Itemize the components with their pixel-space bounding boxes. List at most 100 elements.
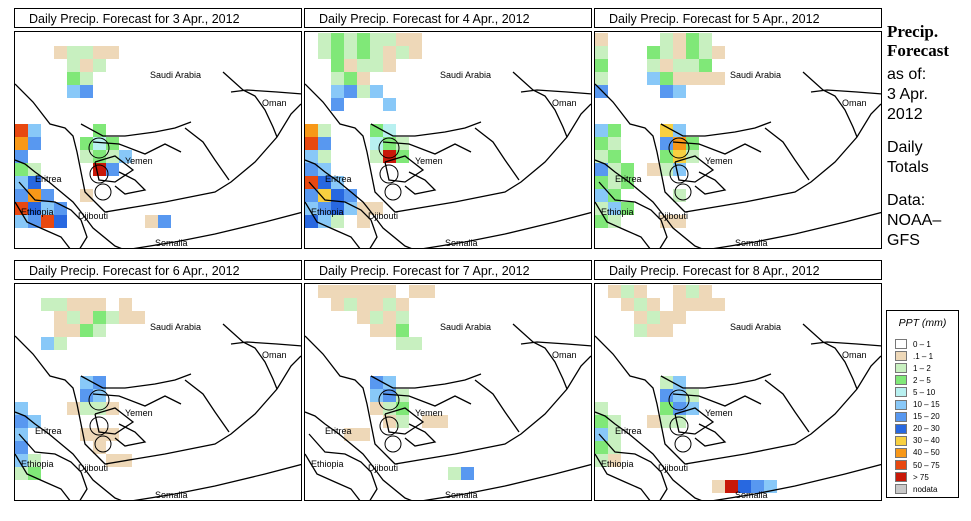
precip-cell [80,389,93,402]
legend-label: 10 – 15 [913,400,940,409]
precip-cell [699,72,712,85]
boundary-line [382,393,472,407]
boundary-line [370,373,482,389]
precip-cell [608,441,621,454]
precip-cell [28,176,41,189]
precip-cell [660,46,673,59]
precip-cell [318,137,331,150]
precip-cell [357,202,370,215]
map-label-somalia: Somalia [155,238,188,248]
boundary-line [595,411,702,500]
boundary-line [15,201,71,248]
precip-cell [80,402,93,415]
precip-cell [595,428,608,441]
boundary-line [222,71,278,138]
precip-cell [28,137,41,150]
precip-cell [699,46,712,59]
precip-cell [435,415,448,428]
precip-cell [673,389,686,402]
map-label-oman: Oman [552,350,577,360]
boundary-line [92,393,182,407]
map-label-eritrea: Eritrea [615,174,642,184]
forecast-panel-1: Daily Precip. Forecast for 3 Apr., 2012 S… [14,8,302,249]
district-outline [384,183,402,201]
precip-cell [357,428,370,441]
legend-label: 20 – 30 [913,424,940,434]
precip-cell [595,59,608,72]
legend-label: nodata [913,484,938,494]
boundary-line [672,393,762,407]
precip-cell [370,324,383,337]
precip-cell [67,298,80,311]
precip-cell [595,85,608,98]
boundary-line [370,121,482,137]
precip-cell [15,163,28,176]
boundary-line [810,341,881,347]
boundary-line [802,71,858,138]
precip-cell [647,46,660,59]
precip-cell [28,189,41,202]
precip-cell [634,324,647,337]
legend-label: > 75 [913,472,929,482]
precip-cell [93,46,106,59]
precip-cell [93,376,106,389]
panel-title: Daily Precip. Forecast for 8 Apr., 2012 [594,260,882,280]
map-label-ethiopia: Ethiopia [601,459,634,469]
boundary-line [305,83,591,213]
precip-cell [621,163,634,176]
precip-cell [660,389,673,402]
legend-item: nodata [895,484,938,495]
precip-cell [132,311,145,324]
precip-cell [28,215,41,228]
precip-cell [396,415,409,428]
precip-cell [647,163,660,176]
precip-cell [647,324,660,337]
precip-cell [621,298,634,311]
legend-swatch [895,351,907,362]
legend-label: 50 – 75 [913,460,940,470]
legend-swatch [895,411,907,422]
precip-cell [608,124,621,137]
boundary-line [672,141,762,155]
boundary-line [15,83,301,213]
precip-cell [54,215,67,228]
panel-title: Daily Precip. Forecast for 7 Apr., 2012 [304,260,592,280]
precip-cell [67,311,80,324]
boundary-line [810,89,881,95]
precip-cell [686,33,699,46]
precip-cell [383,324,396,337]
totals-line2: Totals [887,159,929,176]
boundary-line [384,155,425,183]
legend-swatch [895,460,907,470]
precip-cell [344,298,357,311]
precip-cell [461,467,474,480]
precip-cell [383,298,396,311]
precip-cell [106,46,119,59]
map-label-somalia: Somalia [445,238,478,248]
precip-cell [344,33,357,46]
data-source-line3: GFS [887,232,920,249]
map-label-saudi: Saudi Arabia [730,70,781,80]
boundary-line [764,379,810,433]
map-label-djibouti: Djibouti [368,463,398,473]
boundary-line [230,89,301,95]
boundary-line [305,335,591,465]
map-label-eritrea: Eritrea [35,174,62,184]
precip-cell [370,298,383,311]
map-label-yemen: Yemen [125,156,153,166]
precip-cell [119,150,132,163]
precip-cell [383,137,396,150]
precip-cell [383,33,396,46]
map-label-oman: Oman [842,98,867,108]
boundary-line [308,181,378,248]
precip-cell [686,298,699,311]
precip-cell [370,150,383,163]
precip-cell [595,124,608,137]
map-svg: Saudi Arabia Oman Yemen Eritrea Ethiopia Djib… [595,285,881,500]
precip-cell [344,285,357,298]
precip-cell [54,298,67,311]
precip-map: Saudi Arabia Oman Yemen Eritrea Ethiopia Djib… [14,31,302,249]
precip-cell [93,311,106,324]
precip-cell [357,33,370,46]
boundary-line [114,171,147,195]
